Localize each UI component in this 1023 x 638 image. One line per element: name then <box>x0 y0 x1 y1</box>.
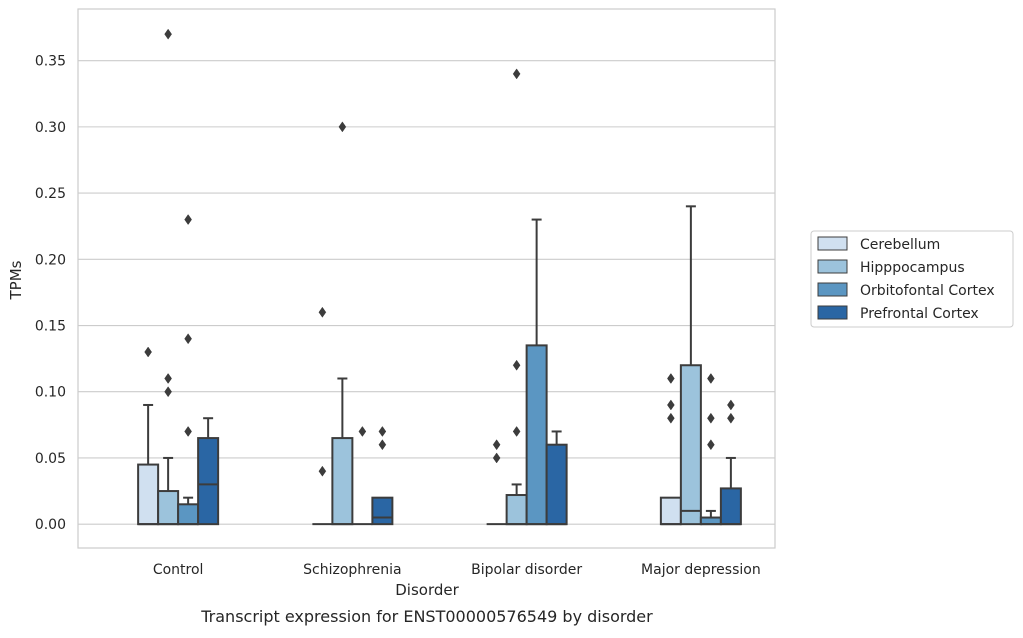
outlier-point <box>338 121 347 133</box>
box-hipppocampus <box>679 205 702 526</box>
outlier-point <box>512 359 521 371</box>
x-tick-label: Major depression <box>641 562 761 578</box>
box-body <box>331 437 354 526</box>
y-tick-label: 0.25 <box>35 186 66 202</box>
box-hipppocampus <box>331 121 354 526</box>
outlier-point <box>667 373 675 384</box>
legend-items: Cerebellum Hipppocampus Orbitofontal Corte… <box>817 236 995 322</box>
outlier-point <box>492 452 501 464</box>
outlier-point <box>318 465 327 477</box>
box-cerebellum <box>312 306 333 526</box>
box-cerebellum <box>137 346 160 526</box>
outlier-point <box>378 426 387 437</box>
box-plots <box>137 28 742 526</box>
y-tick-label: 0.35 <box>35 54 66 70</box>
x-tick-labels: Control Schizophrenia Bipolar disorder Majo… <box>153 562 761 578</box>
outlier-point <box>184 333 192 345</box>
outlier-point <box>667 399 675 411</box>
box-body <box>371 496 394 526</box>
box-orbitofontal-cortex <box>525 218 548 526</box>
legend-frame <box>810 230 1014 328</box>
legend: Cerebellum Hipppocampus Orbitofontal Corte… <box>810 230 1014 328</box>
box-prefrontal-cortex <box>719 399 742 526</box>
y-tick-label: 0.30 <box>35 120 66 136</box>
box-cerebellum <box>659 373 682 526</box>
box-orbitofontal-cortex <box>699 373 722 526</box>
box-body <box>719 487 742 526</box>
outlier-point <box>164 386 172 398</box>
plot-frame <box>77 8 776 549</box>
legend-swatch <box>817 282 848 297</box>
legend-label: Cerebellum <box>860 237 940 253</box>
box-prefrontal-cortex <box>197 417 220 526</box>
outlier-point <box>164 373 172 384</box>
outlier-point <box>318 306 327 318</box>
x-tick-label: Bipolar disorder <box>471 562 582 578</box>
box-prefrontal-cortex <box>371 426 394 526</box>
outlier-point <box>707 373 715 384</box>
grid-lines <box>78 60 775 525</box>
outlier-point <box>667 412 675 424</box>
box-body <box>157 490 180 526</box>
outlier-point <box>512 426 521 437</box>
legend-label: Orbitofontal Cortex <box>860 283 995 299</box>
outlier-point <box>492 439 501 451</box>
y-tick-label: 0.05 <box>35 451 66 467</box>
box-body <box>545 443 568 526</box>
box-orbitofontal-cortex <box>352 426 373 526</box>
outlier-point <box>378 439 387 451</box>
chart-caption: Transcript expression for ENST0000057654… <box>200 607 653 626</box>
box-body <box>659 496 682 526</box>
box-body <box>505 494 528 526</box>
outlier-point <box>164 28 172 40</box>
box-body <box>679 364 702 526</box>
box-body <box>525 344 548 526</box>
box-hipppocampus <box>157 28 180 526</box>
y-axis-title: TPMs <box>7 260 25 300</box>
box-body <box>197 437 220 526</box>
box-cerebellum <box>486 439 507 526</box>
y-tick-label: 0.00 <box>35 517 66 533</box>
legend-swatch <box>817 305 848 320</box>
legend-swatch <box>817 259 848 274</box>
box-body <box>137 463 160 526</box>
y-tick-labels: 0.00 0.05 0.10 0.15 0.20 0.25 0.30 0.35 <box>35 54 66 534</box>
outlier-point <box>512 68 521 80</box>
x-tick-label: Schizophrenia <box>303 562 401 578</box>
legend-swatch <box>817 236 848 251</box>
box-prefrontal-cortex <box>545 430 568 526</box>
x-tick-label: Control <box>153 562 204 578</box>
outlier-point <box>184 214 192 226</box>
outlier-point <box>144 346 152 358</box>
y-tick-label: 0.15 <box>35 319 66 335</box>
legend-label: Prefrontal Cortex <box>860 306 979 322</box>
outlier-point <box>707 412 715 424</box>
outlier-point <box>358 426 367 437</box>
box-orbitofontal-cortex <box>177 214 200 526</box>
outlier-point <box>727 399 735 411</box>
y-tick-label: 0.10 <box>35 385 66 401</box>
x-axis-title: Disorder <box>395 581 459 599</box>
box-body <box>177 503 200 526</box>
box-hipppocampus <box>505 68 528 526</box>
legend-label: Hipppocampus <box>860 260 965 276</box>
y-tick-label: 0.20 <box>35 252 66 268</box>
outlier-point <box>727 412 735 424</box>
outlier-point <box>707 439 715 451</box>
outlier-point <box>184 426 192 437</box>
